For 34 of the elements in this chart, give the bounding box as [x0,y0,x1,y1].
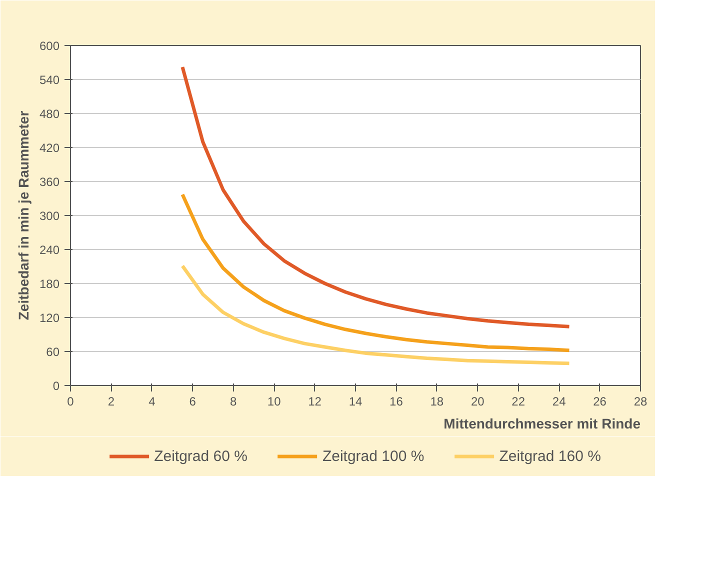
x-axis-title: Mittendurchmesser mit Rinde [444,416,641,432]
x-tick-label: 20 [470,394,485,408]
y-tick-label: 480 [39,107,60,121]
y-axis-title: Zeitbedarf in min je Raummeter [15,110,32,320]
legend-label: Zeitgrad 60 % [154,448,248,464]
y-tick-label: 0 [52,379,60,393]
x-tick-label: 22 [512,394,526,408]
x-tick-label: 26 [593,394,607,408]
x-tick-label: 0 [67,394,74,408]
x-tick-label: 12 [308,394,322,408]
y-tick-label: 600 [39,39,60,53]
x-tick-label: 4 [148,394,156,408]
x-tick-label: 16 [390,394,404,408]
y-tick-label: 60 [46,345,60,359]
line-series [180,65,571,328]
legend-label: Zeitgrad 160 % [499,448,601,464]
y-tick-label: 540 [39,73,60,87]
y-tick-label: 360 [39,175,60,189]
legend-label: Zeitgrad 100 % [322,448,424,464]
line-series [180,264,571,366]
y-tick-label: 120 [39,311,60,325]
y-tick-label: 300 [39,209,60,223]
x-tick-label: 10 [267,394,282,408]
y-tick-label: 180 [39,277,60,291]
x-tick-label: 24 [552,394,566,408]
x-tick-label: 14 [348,394,362,408]
x-tick-label: 6 [189,394,196,408]
x-tick-label: 8 [230,394,238,408]
x-tick-label: 28 [634,394,648,408]
x-tick-label: 2 [108,394,115,408]
x-tick-label: 18 [430,394,444,408]
y-tick-label: 240 [39,243,60,257]
y-tick-label: 420 [39,141,60,155]
line-series [180,192,571,352]
